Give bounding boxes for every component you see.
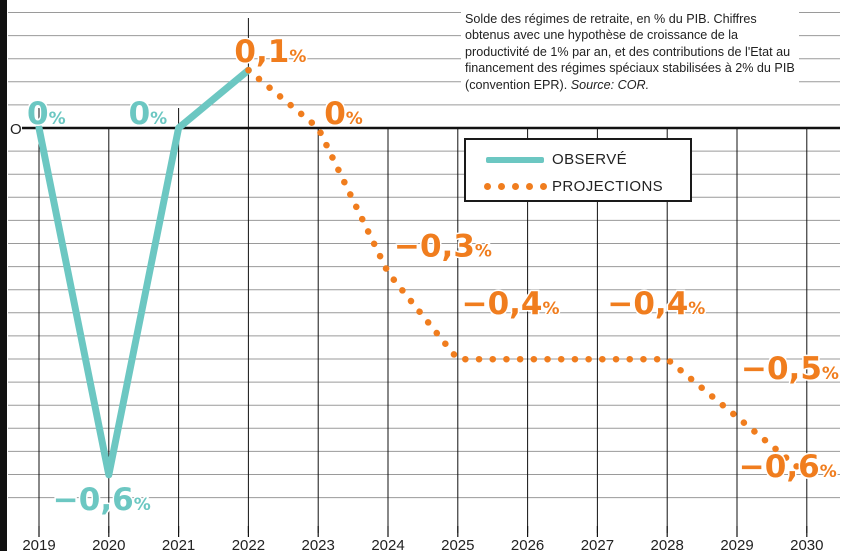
legend-label-projections: PROJECTIONS — [552, 178, 664, 195]
data-label-2021: 0% — [129, 96, 168, 132]
x-tick-label: 2021 — [162, 537, 195, 551]
x-tick-label: 2025 — [441, 537, 474, 551]
data-label-2027: −0,4% — [607, 286, 705, 322]
chart-caption: Solde des régimes de retraite, en % du P… — [461, 11, 799, 94]
caption-text: Solde des régimes de retraite, en % du P… — [465, 12, 795, 92]
data-label-2029: −0,5% — [741, 351, 839, 387]
x-tick-label: 2022 — [232, 537, 265, 551]
x-tick-label: 2026 — [511, 537, 544, 551]
data-label-2023: 0% — [324, 96, 363, 132]
x-tick-label: 2030 — [790, 537, 823, 551]
caption-source: Source: COR. — [570, 77, 650, 92]
series-line-projections — [245, 66, 811, 479]
data-label-2022: 0,1% — [234, 34, 306, 70]
legend-item-observed: OBSERVÉ — [466, 148, 690, 172]
x-tick-label: 2028 — [651, 537, 684, 551]
legend: OBSERVÉ PROJECTIONS — [464, 138, 692, 202]
data-label-2024: −0,3% — [394, 229, 492, 265]
data-label-2019: 0% — [27, 96, 66, 132]
x-tick-label: 2023 — [302, 537, 335, 551]
x-tick-label: 2019 — [22, 537, 55, 551]
data-label-2030: −0,6% — [739, 449, 837, 485]
legend-item-projections: PROJECTIONS — [466, 175, 690, 199]
x-tick-label: 2029 — [720, 537, 753, 551]
data-label-2026: −0,4% — [462, 286, 560, 322]
x-tick-label: 2027 — [581, 537, 614, 551]
x-tick-label: 2024 — [371, 537, 404, 551]
legend-swatch-solid — [486, 157, 544, 163]
data-label-2020: −0,6% — [53, 482, 151, 518]
legend-swatch-dotted — [484, 183, 548, 191]
zero-tick-label: O — [10, 121, 22, 138]
series-line-observed — [35, 66, 252, 479]
x-tick-label: 2020 — [92, 537, 125, 551]
left-border — [0, 0, 7, 551]
legend-label-observed: OBSERVÉ — [552, 151, 628, 168]
